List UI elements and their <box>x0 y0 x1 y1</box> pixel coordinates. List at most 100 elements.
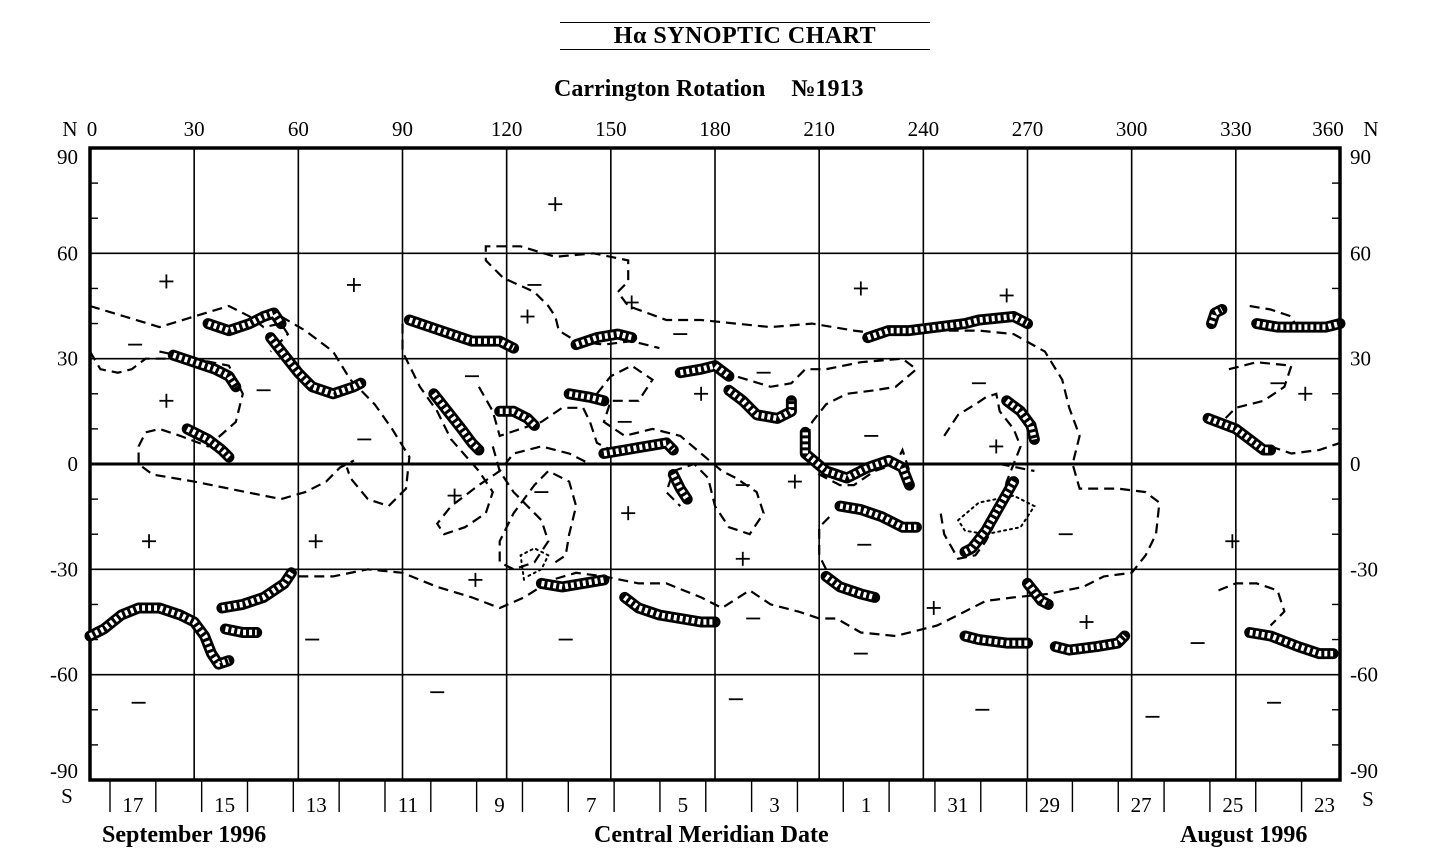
filament <box>403 314 520 354</box>
date-tick-label: 7 <box>586 793 597 817</box>
carrington-rotation-label: Carrington Rotation <box>554 76 766 102</box>
neutral-line <box>1270 441 1341 455</box>
rotation-number: №1913 <box>791 76 864 102</box>
latitude-tick-label-right: 0 <box>1350 452 1361 476</box>
date-tick-label: 9 <box>494 793 505 817</box>
longitude-tick-label: 90 <box>392 117 413 141</box>
filament-bead <box>1054 634 1127 653</box>
north-label-right: N <box>1363 117 1378 141</box>
filament-bead <box>207 310 284 334</box>
longitude-tick-label: 240 <box>908 117 940 141</box>
longitude-tick-label: 210 <box>803 117 835 141</box>
date-tick-label: 25 <box>1222 793 1243 817</box>
filament-bead <box>540 577 605 590</box>
latitude-tick-label-right: -30 <box>1350 557 1378 581</box>
date-tick-label: 27 <box>1131 793 1152 817</box>
filament-bead <box>1207 415 1271 453</box>
filament-bead <box>185 426 231 459</box>
right-month-label: August 1996 <box>1180 822 1308 848</box>
filament-bead <box>963 480 1016 555</box>
date-tick-label: 29 <box>1039 793 1060 817</box>
neutral-line <box>137 350 355 501</box>
filament-bead <box>268 335 363 397</box>
filament-bead <box>1025 581 1050 607</box>
neutral-line <box>999 462 1035 473</box>
date-tick-label: 13 <box>306 793 327 817</box>
filament-bead <box>623 595 715 625</box>
neutral-line <box>491 446 578 571</box>
longitude-tick-label: 360 <box>1312 117 1344 141</box>
filament-bead <box>88 605 230 667</box>
neutral-line <box>477 386 612 451</box>
neutral-line <box>401 323 591 536</box>
neutral-line <box>298 245 1161 638</box>
filament-bead <box>802 432 912 487</box>
latitude-tick-label-left: -90 <box>50 759 78 783</box>
date-tick-label: 17 <box>122 793 143 817</box>
filament <box>723 384 797 424</box>
filament-bead <box>679 362 731 379</box>
dotted-contour <box>957 494 1036 536</box>
latitude-tick-label-left: -30 <box>50 557 78 581</box>
latitude-tick-label-right: -90 <box>1350 759 1378 783</box>
filament-bead <box>824 574 876 601</box>
filament <box>1049 630 1131 656</box>
filament-bead <box>1256 320 1341 330</box>
date-tick-label: 1 <box>861 793 872 817</box>
filament <box>799 426 915 491</box>
filament-bead <box>221 571 294 611</box>
south-label-right: S <box>1362 787 1374 811</box>
filament <box>216 567 297 614</box>
map-frame <box>88 146 1342 782</box>
longitude-tick-label: 180 <box>699 117 731 141</box>
longitude-tick-label: 0 <box>87 117 98 141</box>
neutral-line <box>1218 582 1286 627</box>
filament-bead <box>431 392 481 452</box>
longitude-tick-label: 300 <box>1116 117 1148 141</box>
north-label-left: N <box>62 117 77 141</box>
longitude-tick-label: 30 <box>184 117 205 141</box>
filament-bead <box>1005 398 1038 441</box>
longitude-tick-label: 270 <box>1012 117 1044 141</box>
neutral-line <box>818 512 834 570</box>
date-tick-label: 31 <box>947 793 968 817</box>
filament-bead <box>603 440 676 457</box>
filament <box>598 437 679 459</box>
longitude-tick-label: 120 <box>491 117 523 141</box>
filament <box>1206 304 1228 330</box>
neutral-line <box>89 304 290 353</box>
filament <box>834 500 922 533</box>
latitude-tick-label-left: 0 <box>68 452 79 476</box>
longitude-tick-label: 60 <box>288 117 309 141</box>
filament-bead <box>408 317 515 351</box>
date-tick-label: 3 <box>769 793 780 817</box>
date-tick-label: 11 <box>398 793 418 817</box>
date-tick-label: 23 <box>1314 793 1335 817</box>
south-label-left: S <box>61 784 73 808</box>
filament-bead <box>964 633 1028 646</box>
filament-bead <box>172 352 239 389</box>
filament-bead <box>727 388 795 422</box>
neutral-line <box>1221 361 1293 423</box>
latitude-tick-label-left: -60 <box>50 663 78 687</box>
filament <box>862 311 1033 344</box>
chart-title: Hα SYNOPTIC CHART <box>560 22 930 50</box>
neutral-line <box>280 315 411 508</box>
longitude-tick-label: 150 <box>595 117 627 141</box>
latitude-tick-label-right: 90 <box>1350 145 1371 169</box>
neutral-line <box>707 357 919 487</box>
latitude-tick-label-left: 60 <box>57 241 78 265</box>
central-meridian-date-label: Central Meridian Date <box>594 822 829 848</box>
longitude-tick-label: 330 <box>1220 117 1252 141</box>
left-month-label: September 1996 <box>102 822 267 848</box>
latitude-tick-label-right: 30 <box>1350 347 1371 371</box>
filament-bead <box>499 408 537 428</box>
filament <box>84 602 235 670</box>
dotted-contour <box>519 547 550 581</box>
filament-bead <box>568 391 605 404</box>
latitude-tick-label-right: -60 <box>1350 663 1378 687</box>
neutral-line <box>596 364 765 536</box>
filament-bead <box>839 503 917 530</box>
filament-bead <box>575 331 633 348</box>
